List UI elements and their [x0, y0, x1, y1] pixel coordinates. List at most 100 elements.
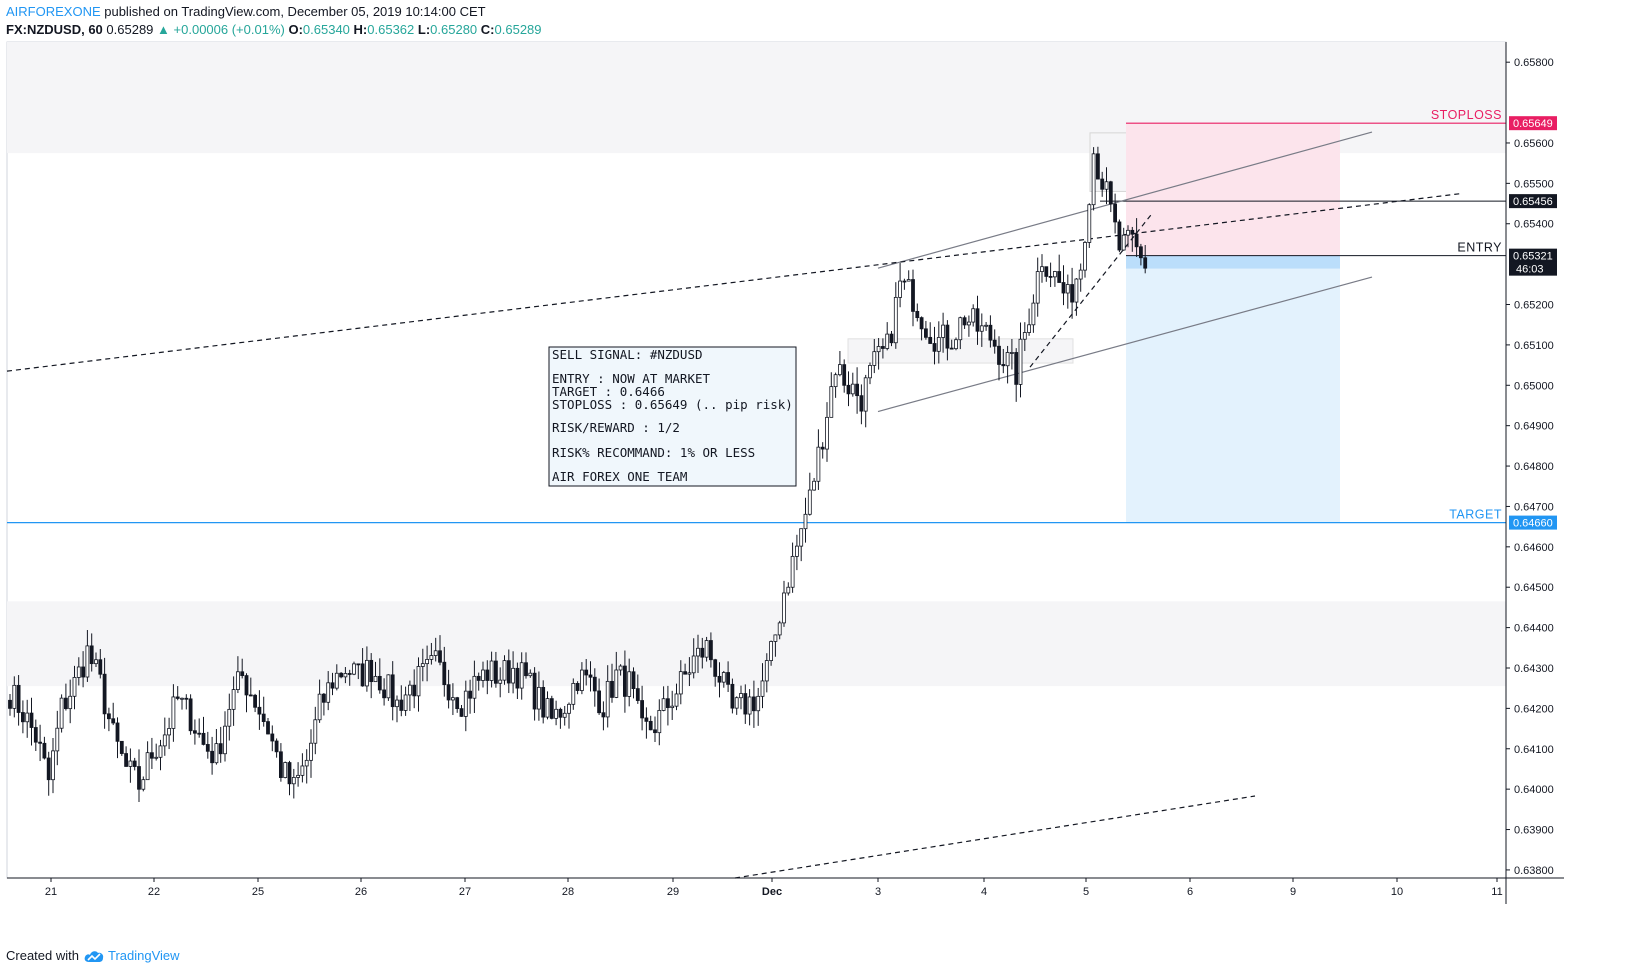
- candle-body: [68, 695, 73, 710]
- candle-body: [468, 690, 473, 699]
- candle-body: [309, 742, 313, 761]
- candle-body: [326, 682, 331, 703]
- candle-body: [184, 697, 189, 700]
- candle-body: [756, 695, 761, 712]
- price-label-value: 0.65456: [1513, 196, 1553, 208]
- header-line-1: AIRFOREXONE published on TradingView.com…: [6, 4, 486, 19]
- candle-body: [885, 333, 890, 349]
- header-line-2: FX:NZDUSD, 60 0.65289 ▲ +0.00006 (+0.01%…: [6, 22, 542, 37]
- candle-body: [180, 697, 184, 700]
- candle-body: [519, 662, 524, 689]
- candle-body: [726, 672, 730, 685]
- open-label: O:: [288, 22, 303, 37]
- x-tick-label: 5: [1083, 886, 1089, 898]
- candle-body: [390, 674, 395, 708]
- y-tick-label: 0.65800: [1514, 57, 1554, 69]
- candle-body: [244, 675, 249, 696]
- candle-body: [132, 760, 137, 767]
- trendlines-layer: [6, 122, 1506, 879]
- candle-body: [407, 684, 412, 696]
- signal-box: SELL SIGNAL: #NZDUSD ENTRY : NOW AT MARKE…: [548, 346, 797, 487]
- candle-body: [304, 759, 309, 767]
- candle-body: [954, 339, 958, 350]
- candle-body: [1053, 271, 1057, 278]
- candle-body: [463, 690, 468, 717]
- candle-body: [979, 325, 984, 332]
- candle-body: [786, 586, 791, 594]
- candle-body: [717, 675, 722, 683]
- signal-line: RISK% RECOMMAND: 1% OR LESS: [552, 445, 755, 460]
- y-tick-label: 0.64200: [1514, 703, 1554, 715]
- candle-body: [777, 622, 782, 636]
- candle-body: [683, 671, 687, 675]
- candle-body: [235, 671, 240, 691]
- candle-body: [339, 672, 344, 678]
- candle-body: [1121, 234, 1126, 251]
- candle-body: [562, 712, 567, 718]
- author-name[interactable]: AIRFOREXONE: [6, 4, 101, 19]
- y-tick-label: 0.65600: [1514, 138, 1554, 150]
- candle-body: [575, 683, 580, 691]
- candle-body: [210, 750, 215, 764]
- candle-body: [502, 660, 507, 681]
- candle-body: [558, 708, 563, 718]
- dashed-lower-trendline: [734, 795, 1256, 879]
- candle-body: [782, 592, 786, 624]
- candle-body: [829, 386, 834, 418]
- candle-body: [25, 712, 30, 723]
- candle-body: [450, 697, 455, 701]
- candle-body: [825, 416, 829, 450]
- candle-body: [352, 663, 356, 675]
- candle-body: [403, 694, 408, 711]
- candle-body: [1126, 229, 1130, 236]
- x-tick-label: 11: [1491, 886, 1502, 898]
- candle-body: [945, 324, 950, 349]
- candle-body: [261, 713, 266, 723]
- y-tick-label: 0.64100: [1514, 744, 1554, 756]
- candle-body: [795, 545, 799, 557]
- candle-body: [812, 480, 816, 491]
- candle-body: [807, 489, 812, 515]
- candle-body: [455, 697, 460, 710]
- candle-body: [192, 730, 197, 734]
- candle-body: [1108, 181, 1113, 205]
- candle-body: [438, 650, 442, 663]
- stoploss-zone: [1126, 123, 1340, 256]
- candle-body: [911, 279, 915, 312]
- candle-body: [967, 321, 971, 326]
- y-tick-label: 0.65400: [1514, 219, 1554, 231]
- candle-body: [420, 663, 425, 667]
- candle-body: [1027, 324, 1031, 333]
- candle-body: [360, 663, 365, 687]
- candle-body: [640, 700, 644, 719]
- candle-body: [1031, 302, 1036, 326]
- signal-line: TARGET : 0.6466: [552, 384, 665, 399]
- candles-layer: [8, 146, 1148, 802]
- candle-body: [313, 719, 318, 744]
- candle-body: [571, 683, 576, 705]
- candle-body: [253, 694, 258, 708]
- tradingview-logo[interactable]: TradingView: [83, 948, 180, 963]
- level-name-label: STOPLOSS: [1431, 108, 1502, 122]
- candle-body: [274, 740, 279, 753]
- candle-body: [653, 729, 657, 734]
- candle-body: [72, 677, 77, 697]
- candle-body: [167, 728, 172, 736]
- high-label: H:: [353, 22, 368, 37]
- candle-body: [958, 317, 963, 341]
- candle-body: [55, 727, 60, 752]
- candle-body: [623, 665, 627, 697]
- candle-body: [721, 672, 726, 683]
- x-tick-label: 26: [355, 886, 367, 898]
- level-name-label: ENTRY: [1457, 241, 1502, 255]
- y-tick-label: 0.64000: [1514, 784, 1554, 796]
- candle-body: [618, 665, 623, 671]
- candle-body: [343, 673, 348, 678]
- low-value: 0.65280: [430, 22, 478, 37]
- candle-body: [481, 669, 485, 681]
- price-label-value: 0.65321: [1513, 251, 1553, 263]
- symbol-label[interactable]: FX:NZDUSD, 60: [6, 22, 103, 37]
- candle-body: [119, 740, 124, 754]
- candle-body: [8, 699, 12, 709]
